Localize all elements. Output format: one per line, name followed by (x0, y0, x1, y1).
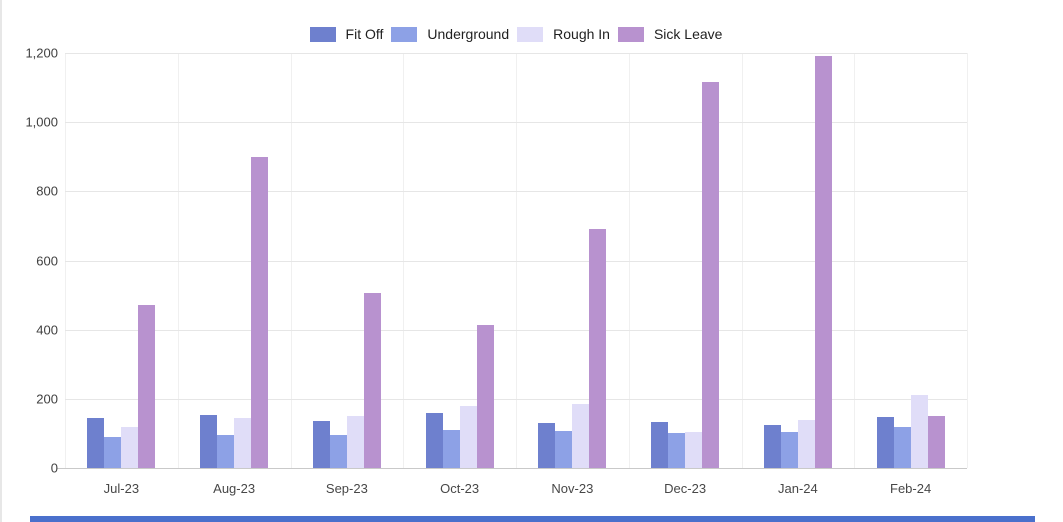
legend-swatch-underground (391, 26, 418, 42)
bar-fit-off-nov-23[interactable] (538, 423, 556, 468)
bar-group-feb-24 (854, 53, 967, 468)
y-tick-label: 800 (36, 183, 58, 199)
bar-rough-in-sep-23[interactable] (346, 416, 364, 468)
bar-fit-off-oct-23[interactable] (425, 412, 443, 468)
legend-item-sick-leave[interactable]: Sick Leave (617, 26, 723, 42)
bottom-blue-bar (30, 516, 1035, 522)
bar-rough-in-nov-23[interactable] (572, 404, 590, 468)
bar-rough-in-dec-23[interactable] (685, 431, 703, 468)
bar-sick-leave-jul-23[interactable] (138, 305, 156, 468)
bar-sick-leave-sep-23[interactable] (363, 293, 381, 468)
legend-item-fit-off[interactable]: Fit Off (309, 26, 384, 42)
bar-underground-oct-23[interactable] (442, 429, 460, 468)
bar-underground-feb-24[interactable] (893, 426, 911, 468)
bar-sick-leave-aug-23[interactable] (251, 156, 269, 468)
y-tick-label: 200 (36, 391, 58, 407)
legend-item-underground[interactable]: Underground (391, 26, 509, 42)
y-tick-label: 1,200 (25, 45, 58, 61)
legend-item-rough-in[interactable]: Rough In (517, 26, 610, 42)
y-tick-label: 1,000 (25, 114, 58, 130)
horizontal-gridline (65, 260, 967, 262)
bar-underground-sep-23[interactable] (329, 435, 347, 468)
horizontal-gridline (65, 398, 967, 400)
x-axis-baseline (57, 468, 967, 469)
bar-sick-leave-feb-24[interactable] (927, 416, 945, 468)
bar-sick-leave-jan-24[interactable] (814, 56, 832, 468)
x-tick-label: Jul-23 (103, 481, 140, 496)
bar-group-jul-23 (65, 53, 178, 468)
x-tick-label: Dec-23 (664, 481, 707, 496)
bar-sick-leave-oct-23[interactable] (476, 325, 494, 468)
bar-rough-in-feb-24[interactable] (910, 395, 928, 468)
horizontal-gridline (65, 53, 967, 54)
bar-underground-nov-23[interactable] (555, 431, 573, 468)
bar-underground-dec-23[interactable] (668, 433, 686, 468)
legend-swatch-sick-leave (617, 26, 644, 42)
bar-rough-in-oct-23[interactable] (459, 406, 477, 468)
vertical-gridline (967, 53, 968, 468)
bar-sick-leave-dec-23[interactable] (702, 82, 720, 468)
bar-fit-off-dec-23[interactable] (651, 422, 669, 468)
x-tick-label: Aug-23 (213, 481, 256, 496)
legend-swatch-rough-in (517, 26, 544, 42)
horizontal-gridline (65, 191, 967, 193)
bar-fit-off-feb-24[interactable] (876, 416, 894, 468)
bar-rough-in-jul-23[interactable] (121, 427, 139, 468)
horizontal-gridline (65, 122, 967, 124)
y-tick-label: 600 (36, 253, 58, 268)
plot-area (57, 53, 968, 469)
legend-swatch-fit-off (309, 26, 336, 42)
bar-group-oct-23 (403, 53, 516, 468)
bar-fit-off-sep-23[interactable] (312, 421, 330, 468)
bar-fit-off-aug-23[interactable] (200, 415, 218, 468)
bar-rough-in-jan-24[interactable] (797, 419, 815, 468)
bar-underground-aug-23[interactable] (217, 435, 235, 468)
bar-rough-in-aug-23[interactable] (234, 417, 252, 468)
bar-fit-off-jul-23[interactable] (87, 417, 105, 468)
y-tick-label: 0 (50, 460, 58, 476)
legend-label: Sick Leave (653, 26, 723, 42)
bar-group-sep-23 (291, 53, 404, 468)
bar-group-nov-23 (516, 53, 629, 468)
x-tick-label: Jan-24 (778, 481, 818, 496)
horizontal-gridline (65, 329, 967, 331)
bar-group-aug-23 (178, 53, 291, 468)
bar-group-dec-23 (629, 53, 742, 468)
bar-underground-jul-23[interactable] (104, 436, 122, 468)
bar-sick-leave-nov-23[interactable] (589, 229, 607, 468)
legend-label: Fit Off (345, 26, 384, 42)
y-tick-label: 400 (36, 322, 58, 338)
x-tick-label: Feb-24 (890, 481, 932, 496)
x-tick-label: Oct-23 (440, 481, 480, 496)
x-tick-label: Nov-23 (551, 481, 594, 496)
legend-label: Underground (427, 26, 510, 42)
x-tick-label: Sep-23 (325, 481, 368, 496)
chart-legend: Fit Off Underground Rough In Sick Leave (65, 26, 967, 42)
bar-fit-off-jan-24[interactable] (763, 424, 781, 468)
bar-group-jan-24 (742, 53, 855, 468)
bar-underground-jan-24[interactable] (780, 431, 798, 468)
left-border (0, 0, 2, 522)
legend-label: Rough In (553, 26, 610, 42)
